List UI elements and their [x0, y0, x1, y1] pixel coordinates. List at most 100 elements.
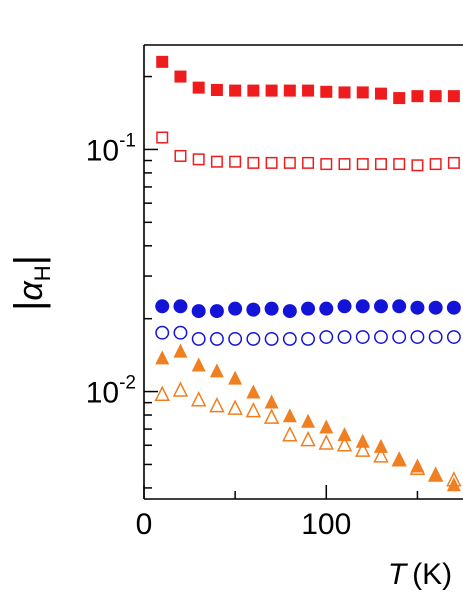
data-point [392, 299, 407, 314]
data-point [264, 331, 279, 346]
data-point [302, 84, 315, 97]
data-point [301, 413, 316, 428]
data-point [210, 83, 223, 96]
data-point [355, 299, 370, 314]
series-square-filled [156, 55, 460, 105]
data-point [174, 70, 187, 83]
data-point [228, 370, 243, 385]
data-point [246, 302, 261, 317]
data-point [245, 401, 262, 418]
data-point [374, 87, 387, 100]
data-point [356, 158, 369, 171]
data-point [156, 55, 169, 68]
data-point [247, 84, 260, 97]
data-point [300, 430, 316, 447]
data-point [229, 84, 242, 97]
data-point [429, 90, 442, 103]
data-point [229, 155, 242, 168]
x-axis-title: T (K) [388, 558, 452, 591]
data-point [374, 158, 387, 171]
data-point [282, 331, 297, 346]
data-point [173, 299, 188, 314]
data-point [429, 158, 442, 171]
data-point [446, 300, 461, 315]
data-point [172, 381, 189, 397]
data-point [191, 331, 206, 346]
data-point [336, 436, 353, 452]
data-point [228, 331, 243, 346]
data-point [446, 477, 461, 492]
tick-labels: 10-1 10-2 0 100 [86, 130, 352, 541]
data-point [209, 331, 224, 346]
data-point [173, 343, 188, 358]
data-point [374, 330, 388, 344]
data-point [282, 408, 297, 423]
axes [143, 44, 463, 500]
data-point [337, 299, 352, 314]
data-point [301, 301, 316, 316]
data-point [392, 330, 407, 344]
data-point [447, 156, 460, 169]
data-point [209, 363, 224, 378]
data-point [265, 156, 278, 169]
data-point [355, 330, 370, 344]
data-point [155, 325, 170, 340]
series-triangle-open [154, 381, 462, 487]
data-point [174, 149, 187, 162]
data-point [392, 452, 407, 467]
data-point [264, 301, 279, 316]
data-point [356, 86, 369, 99]
data-point [301, 331, 316, 346]
series-square-open [156, 131, 460, 172]
data-point [446, 471, 462, 487]
data-point [318, 434, 334, 450]
data-point [319, 301, 334, 316]
data-point [428, 300, 443, 315]
data-point [427, 466, 444, 482]
data-point [447, 90, 460, 103]
data-point [192, 153, 205, 166]
data-point [210, 155, 223, 168]
data-point [428, 330, 443, 344]
data-point [373, 299, 388, 314]
data-markers [154, 55, 462, 492]
data-point [191, 357, 206, 372]
data-point [247, 156, 260, 169]
data-point [191, 304, 206, 319]
data-point [190, 391, 207, 407]
data-point [282, 426, 298, 442]
data-point [263, 408, 280, 424]
data-point [227, 399, 243, 415]
data-point [209, 304, 224, 319]
data-point [337, 427, 352, 442]
data-point [391, 451, 407, 467]
data-point [373, 438, 388, 453]
data-point [411, 159, 424, 172]
series-circle-filled [155, 299, 461, 319]
data-point [228, 301, 243, 316]
data-point [410, 300, 425, 315]
data-point [209, 396, 225, 413]
data-point [320, 158, 333, 171]
data-point [264, 394, 279, 409]
data-point [192, 81, 205, 94]
data-point [246, 331, 261, 346]
data-point [283, 156, 296, 169]
series-circle-open [155, 325, 461, 346]
data-point [246, 384, 261, 399]
data-point [393, 92, 406, 105]
data-point [154, 385, 170, 401]
data-point [173, 325, 188, 340]
data-point [338, 158, 351, 171]
data-point [155, 350, 170, 365]
data-point [410, 330, 425, 344]
x-tick-label: 100 [301, 508, 351, 541]
data-point [355, 433, 370, 448]
y-axis-title: |αH| [7, 255, 55, 311]
data-point [319, 419, 334, 434]
data-point [428, 467, 443, 482]
data-point [319, 330, 334, 344]
y-tick-label: 10-1 [86, 130, 136, 167]
data-point [155, 299, 170, 314]
